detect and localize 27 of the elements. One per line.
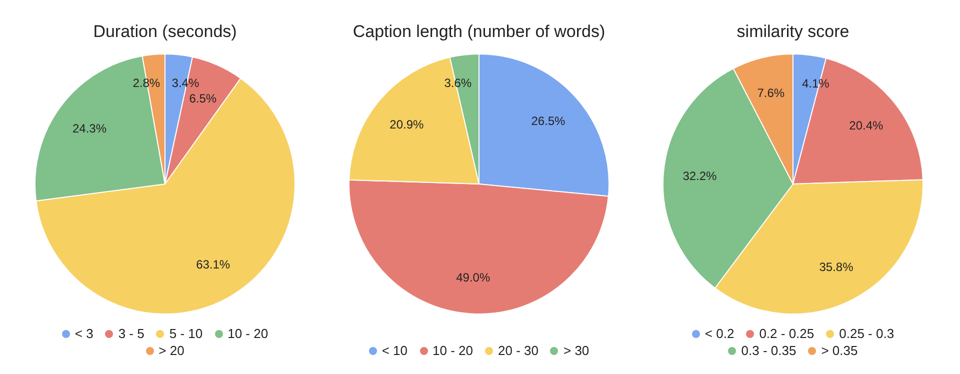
- legend-label: > 0.35: [820, 343, 858, 358]
- legend-label: 10 - 20: [226, 326, 268, 341]
- data-label: 32.2%: [682, 169, 718, 184]
- data-label: 24.3%: [72, 122, 107, 136]
- legend-label: > 30: [562, 343, 590, 358]
- data-label: 49.0%: [456, 270, 490, 284]
- legend-label: < 3: [74, 326, 94, 341]
- legend-label: 3 - 5: [117, 326, 144, 341]
- data-label: 26.5%: [531, 114, 566, 128]
- data-label: 7.6%: [757, 86, 785, 100]
- data-label: 35.8%: [819, 260, 854, 274]
- chart-title: Duration (seconds): [93, 22, 237, 43]
- data-label: 20.9%: [390, 118, 424, 132]
- chart-title: similarity score: [736, 22, 850, 43]
- legend-label: > 20: [158, 343, 184, 358]
- data-label: 63.1%: [196, 257, 230, 272]
- legend-label: 0.25 - 0.3: [838, 326, 894, 341]
- data-label: 20.4%: [849, 118, 884, 133]
- legend-label: 0.2 - 0.25: [758, 326, 814, 341]
- data-label: 6.5%: [189, 91, 217, 106]
- legend-label: 0.3 - 0.35: [740, 343, 796, 358]
- chart-title: Caption length (number of words): [352, 22, 606, 43]
- legend-label: 10 - 20: [432, 343, 473, 358]
- legend-label: < 0.2: [704, 326, 734, 341]
- legend-label: < 10: [380, 343, 408, 358]
- legend-label: 5 - 10: [168, 326, 203, 341]
- legend-label: 20 - 30: [497, 343, 538, 358]
